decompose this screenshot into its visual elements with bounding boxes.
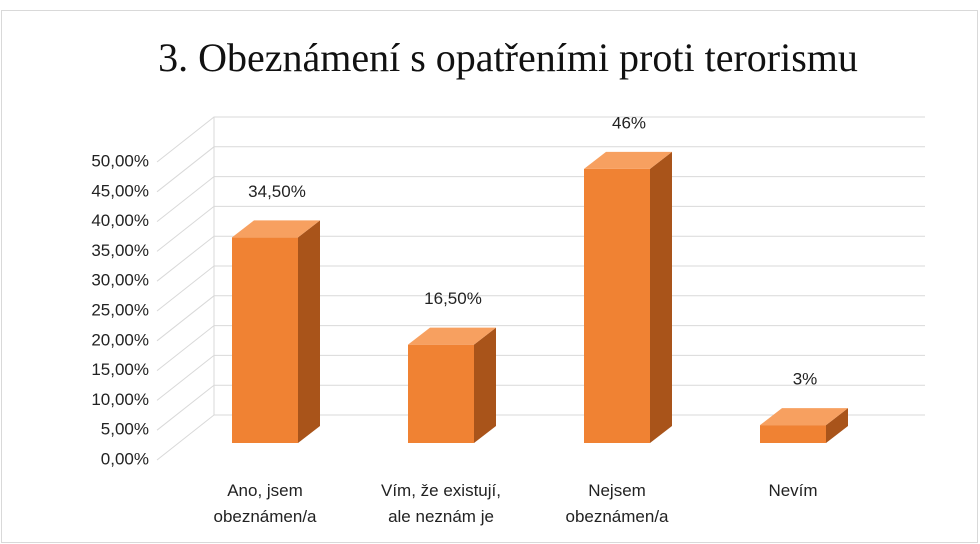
y-tick-label: 10,00%: [91, 390, 149, 409]
y-tick-label: 15,00%: [91, 360, 149, 379]
x-tick-label: Nejsem obeznámen/a: [565, 481, 669, 526]
x-tick-label: Ano, jsem obeznámen/a: [213, 481, 317, 526]
grid-line: [156, 205, 925, 252]
bar-top: [232, 220, 320, 238]
bar: [232, 220, 320, 443]
value-label: 16,50%: [424, 289, 482, 308]
grid-line: [156, 295, 925, 342]
bar-side: [650, 151, 672, 443]
grid-line: [156, 354, 925, 401]
chart-title: 3. Obeznámení s opatřeními proti teroris…: [158, 35, 858, 80]
grid-line: [156, 235, 925, 282]
y-tick-label: 40,00%: [91, 211, 149, 230]
bar-side: [298, 220, 320, 443]
bar-front: [760, 425, 826, 443]
y-tick-label: 0,00%: [101, 449, 149, 468]
grid-line: [156, 146, 925, 193]
y-tick-label: 45,00%: [91, 181, 149, 200]
bar: [408, 327, 496, 443]
y-tick-label: 50,00%: [91, 151, 149, 170]
bar: [584, 151, 672, 443]
grid-line: [156, 265, 925, 312]
value-label: 46%: [612, 113, 646, 132]
y-tick-label: 20,00%: [91, 330, 149, 349]
bar-front: [584, 168, 650, 443]
y-tick-label: 5,00%: [101, 420, 149, 439]
bar-top: [760, 408, 848, 426]
bar-side: [474, 327, 496, 443]
grid-line: [156, 116, 925, 163]
value-label: 3%: [793, 370, 818, 389]
bar-side: [826, 408, 848, 443]
grid-line: [156, 384, 925, 431]
y-tick-label: 35,00%: [91, 241, 149, 260]
value-label: 34,50%: [248, 182, 306, 201]
bar: [760, 408, 848, 443]
bar-front: [232, 237, 298, 443]
x-tick-label: Vím, že existují, ale neznám je: [381, 481, 501, 526]
grid-line: [156, 176, 925, 222]
grid-line: [156, 325, 925, 371]
bar-top: [408, 327, 496, 345]
x-tick-label: Nevím: [768, 481, 818, 500]
y-tick-label: 30,00%: [91, 271, 149, 290]
bar-front: [408, 344, 474, 443]
grid-line: [156, 414, 925, 461]
y-tick-label: 25,00%: [91, 300, 149, 319]
bar-top: [584, 151, 672, 169]
